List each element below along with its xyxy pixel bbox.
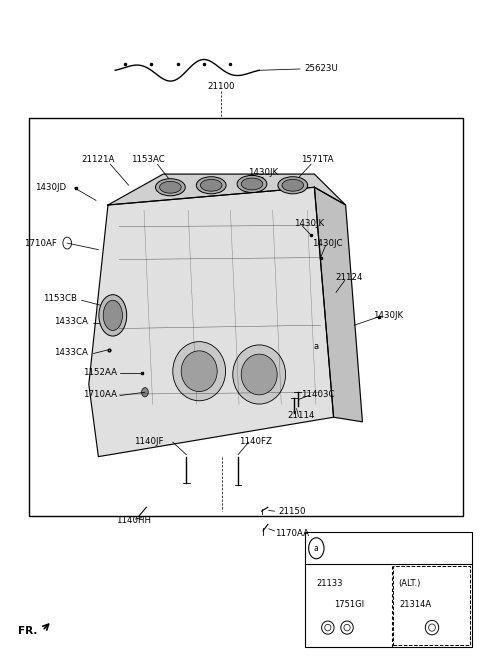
Text: 1152AA: 1152AA [83, 368, 117, 377]
Text: 1140HH: 1140HH [116, 516, 151, 525]
Text: 1170AA: 1170AA [275, 529, 309, 538]
Text: 1153CB: 1153CB [43, 294, 77, 304]
Text: 21133: 21133 [317, 579, 343, 589]
Text: a: a [313, 342, 318, 351]
Text: 1140FZ: 1140FZ [240, 437, 272, 446]
Ellipse shape [241, 178, 263, 190]
Text: (ALT.): (ALT.) [398, 579, 421, 589]
Ellipse shape [159, 181, 181, 193]
Bar [305, 532, 472, 647]
Bar [29, 118, 463, 516]
Text: 25623U: 25623U [305, 64, 339, 74]
Text: 1433CA: 1433CA [54, 317, 88, 327]
Text: 1153AC: 1153AC [131, 155, 165, 164]
Text: 1430JK: 1430JK [294, 219, 324, 228]
Text: 21121A: 21121A [82, 155, 115, 164]
Ellipse shape [181, 351, 217, 392]
Text: 1430JC: 1430JC [312, 238, 343, 248]
Text: a: a [314, 544, 319, 553]
Ellipse shape [103, 300, 122, 330]
Text: 21114: 21114 [288, 411, 315, 420]
Text: 21100: 21100 [207, 82, 235, 91]
Ellipse shape [173, 342, 226, 401]
Bar [393, 566, 470, 645]
Ellipse shape [278, 177, 308, 194]
Text: 1433CA: 1433CA [54, 348, 88, 357]
Polygon shape [314, 187, 362, 422]
Text: 1751GI: 1751GI [335, 600, 365, 609]
Ellipse shape [241, 354, 277, 395]
Ellipse shape [282, 179, 304, 191]
Text: 1710AF: 1710AF [24, 238, 57, 248]
Text: 21150: 21150 [278, 507, 306, 516]
Circle shape [142, 388, 148, 397]
Ellipse shape [156, 179, 185, 196]
Text: 1140JF: 1140JF [134, 437, 164, 446]
Ellipse shape [200, 179, 222, 191]
Text: 1430JK: 1430JK [373, 311, 403, 320]
Polygon shape [108, 174, 346, 205]
Text: FR.: FR. [18, 625, 37, 636]
Text: 1571TA: 1571TA [300, 155, 333, 164]
Ellipse shape [196, 177, 226, 194]
Text: 1430JK: 1430JK [248, 168, 278, 177]
Ellipse shape [99, 295, 127, 336]
Ellipse shape [233, 345, 286, 404]
Polygon shape [89, 187, 334, 457]
Text: 1430JD: 1430JD [35, 183, 66, 192]
Text: 21314A: 21314A [400, 600, 432, 609]
Text: 21124: 21124 [336, 273, 363, 282]
Text: 1710AA: 1710AA [83, 390, 117, 399]
Text: 11403C: 11403C [301, 390, 335, 399]
Ellipse shape [237, 175, 267, 193]
